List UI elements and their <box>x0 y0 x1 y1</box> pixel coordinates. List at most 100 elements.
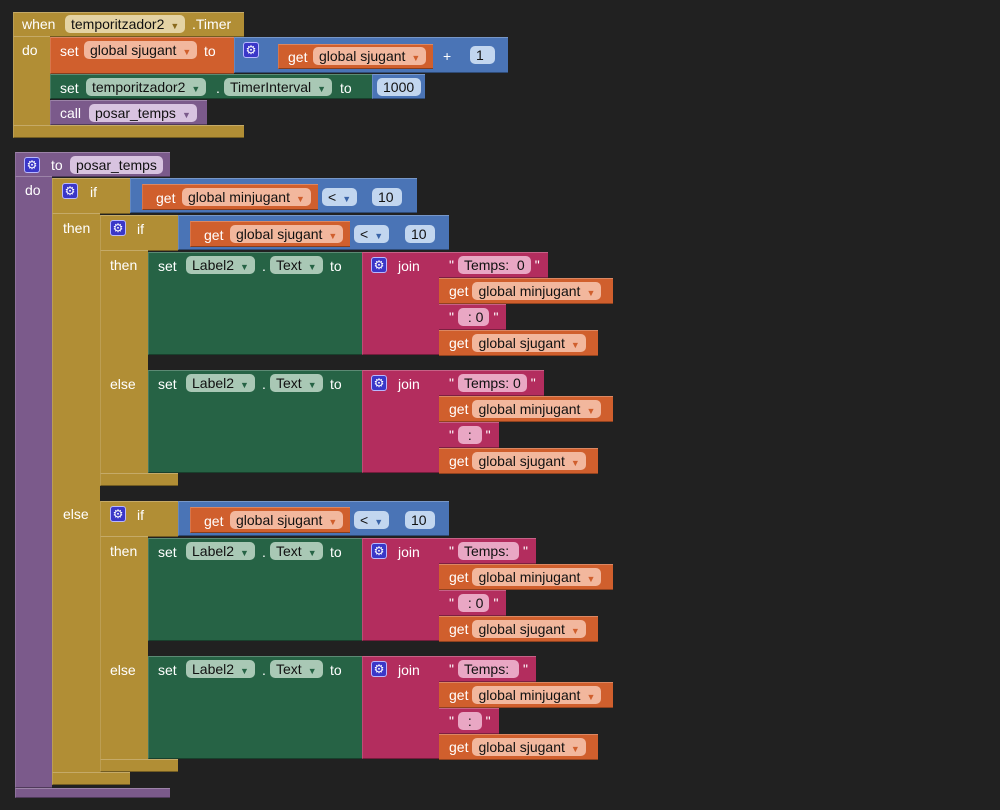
variable-dropdown[interactable]: global sjugant ▼ <box>230 225 344 243</box>
gear-mutator-icon[interactable]: ⚙ <box>371 661 387 677</box>
dropdown-arrow-icon[interactable]: ▼ <box>240 380 249 390</box>
dropdown-arrow-icon[interactable]: ▼ <box>570 744 580 754</box>
dropdown-arrow-icon[interactable]: ▼ <box>240 548 249 558</box>
variable-dropdown[interactable]: global sjugant ▼ <box>313 47 427 65</box>
set-label-text-block[interactable] <box>148 370 362 473</box>
dropdown-arrow-icon[interactable]: ▼ <box>317 84 327 94</box>
get-global-block[interactable]: get global minjugant ▼ <box>439 564 614 590</box>
operator-dropdown[interactable]: < ▼ <box>354 225 389 243</box>
variable-dropdown[interactable]: global sjugant ▼ <box>84 41 198 59</box>
get-global-block[interactable]: get global sjugant ▼ <box>439 616 598 642</box>
number-field[interactable]: 10 <box>405 225 435 243</box>
dropdown-arrow-icon[interactable]: ▼ <box>181 110 191 120</box>
string-field[interactable]: Temps: 0 <box>457 374 527 392</box>
get-global-block[interactable]: get global minjugant ▼ <box>439 682 614 708</box>
text-string-block[interactable]: " Temps: 0 " <box>439 252 548 278</box>
dropdown-arrow-icon[interactable]: ▼ <box>328 517 338 527</box>
property-dropdown[interactable]: Text ▼ <box>270 256 323 274</box>
dropdown-arrow-icon[interactable]: ▼ <box>307 262 317 272</box>
text-string-block[interactable]: " : " <box>439 708 499 734</box>
component-dropdown[interactable]: Label2 ▼ <box>186 256 255 274</box>
dropdown-arrow-icon[interactable]: ▼ <box>374 231 384 241</box>
property-dropdown[interactable]: TimerInterval ▼ <box>224 78 333 96</box>
operator-dropdown[interactable]: < ▼ <box>322 188 357 206</box>
dropdown-arrow-icon[interactable]: ▼ <box>570 458 580 468</box>
gear-mutator-icon[interactable]: ⚙ <box>62 183 78 199</box>
text-string-block[interactable]: " : 0 " <box>439 304 507 330</box>
variable-dropdown[interactable]: global minjugant ▼ <box>472 568 602 586</box>
get-global-block[interactable]: get global minjugant ▼ <box>439 396 614 422</box>
dropdown-arrow-icon[interactable]: ▼ <box>307 380 317 390</box>
set-label-text-block[interactable] <box>148 656 362 759</box>
component-dropdown[interactable]: Label2 ▼ <box>186 374 255 392</box>
component-dropdown[interactable]: temporitzador2 ▼ <box>86 78 207 96</box>
get-global-block[interactable]: get global minjugant ▼ <box>439 278 614 304</box>
text-string-block[interactable]: " Temps: " <box>439 656 536 682</box>
dropdown-arrow-icon[interactable]: ▼ <box>570 340 580 350</box>
dropdown-arrow-icon[interactable]: ▼ <box>586 692 596 702</box>
dropdown-arrow-icon[interactable]: ▼ <box>170 21 180 31</box>
dropdown-arrow-icon[interactable]: ▼ <box>240 666 249 676</box>
get-global-block[interactable]: get global sjugant ▼ <box>439 448 598 474</box>
gear-mutator-icon[interactable]: ⚙ <box>24 157 40 173</box>
procedure-name-field[interactable]: posar_temps <box>70 156 163 174</box>
variable-dropdown[interactable]: global minjugant ▼ <box>182 188 311 206</box>
gear-mutator-icon[interactable]: ⚙ <box>243 42 259 58</box>
gear-mutator-icon[interactable]: ⚙ <box>371 257 387 273</box>
variable-dropdown[interactable]: global sjugant ▼ <box>472 738 586 756</box>
string-field[interactable]: : 0 <box>457 308 490 326</box>
component-dropdown[interactable]: temporitzador2 ▼ <box>65 15 186 33</box>
procedure-dropdown[interactable]: posar_temps ▼ <box>89 104 197 122</box>
variable-dropdown[interactable]: global minjugant ▼ <box>472 686 602 704</box>
string-field[interactable]: Temps: <box>457 660 519 678</box>
dropdown-arrow-icon[interactable]: ▼ <box>586 406 596 416</box>
text-string-block[interactable]: " : 0 " <box>439 590 507 616</box>
component-dropdown[interactable]: Label2 ▼ <box>186 542 255 560</box>
dropdown-arrow-icon[interactable]: ▼ <box>328 231 338 241</box>
variable-dropdown[interactable]: global minjugant ▼ <box>472 282 602 300</box>
dropdown-arrow-icon[interactable]: ▼ <box>570 626 580 636</box>
set-label-text-block[interactable] <box>148 538 362 641</box>
dropdown-arrow-icon[interactable]: ▼ <box>307 666 317 676</box>
variable-dropdown[interactable]: global sjugant ▼ <box>472 452 586 470</box>
component-dropdown[interactable]: Label2 ▼ <box>186 660 255 678</box>
dropdown-arrow-icon[interactable]: ▼ <box>295 194 305 204</box>
dropdown-arrow-icon[interactable]: ▼ <box>342 194 352 204</box>
number-field[interactable]: 1000 <box>377 78 421 96</box>
text-string-block[interactable]: " Temps: " <box>439 538 536 564</box>
property-dropdown[interactable]: Text ▼ <box>270 542 323 560</box>
dropdown-arrow-icon[interactable]: ▼ <box>374 517 384 527</box>
dropdown-arrow-icon[interactable]: ▼ <box>182 47 192 57</box>
number-field[interactable]: 10 <box>372 188 402 206</box>
property-dropdown[interactable]: Text ▼ <box>270 374 323 392</box>
gear-mutator-icon[interactable]: ⚙ <box>371 375 387 391</box>
set-label-text-block[interactable] <box>148 252 362 355</box>
number-field[interactable]: 1 <box>470 46 495 64</box>
string-field[interactable]: : 0 <box>457 594 490 612</box>
property-dropdown[interactable]: Text ▼ <box>270 660 323 678</box>
dropdown-arrow-icon[interactable]: ▼ <box>191 84 201 94</box>
operator-dropdown[interactable]: < ▼ <box>354 511 389 529</box>
string-field[interactable]: Temps: 0 <box>457 256 531 274</box>
dropdown-arrow-icon[interactable]: ▼ <box>586 574 596 584</box>
variable-dropdown[interactable]: global sjugant ▼ <box>230 511 344 529</box>
text-string-block[interactable]: " Temps: 0 " <box>439 370 544 396</box>
dropdown-arrow-icon[interactable]: ▼ <box>307 548 317 558</box>
dropdown-arrow-icon[interactable]: ▼ <box>240 262 249 272</box>
string-field[interactable]: Temps: <box>457 542 519 560</box>
variable-dropdown[interactable]: global sjugant ▼ <box>472 334 586 352</box>
text-string-block[interactable]: " : " <box>439 422 499 448</box>
variable-dropdown[interactable]: global sjugant ▼ <box>472 620 586 638</box>
number-field[interactable]: 10 <box>405 511 435 529</box>
get-global-block[interactable]: get global sjugant ▼ <box>439 734 598 760</box>
string-field[interactable]: : <box>457 426 482 444</box>
get-global-block[interactable]: get global sjugant ▼ <box>439 330 598 356</box>
variable-dropdown[interactable]: global minjugant ▼ <box>472 400 602 418</box>
gear-mutator-icon[interactable]: ⚙ <box>371 543 387 559</box>
dropdown-arrow-icon[interactable]: ▼ <box>586 288 596 298</box>
string-field[interactable]: : <box>457 712 482 730</box>
gear-mutator-icon[interactable]: ⚙ <box>110 220 126 236</box>
gear-mutator-icon[interactable]: ⚙ <box>110 506 126 522</box>
dropdown-arrow-icon[interactable]: ▼ <box>411 53 421 63</box>
